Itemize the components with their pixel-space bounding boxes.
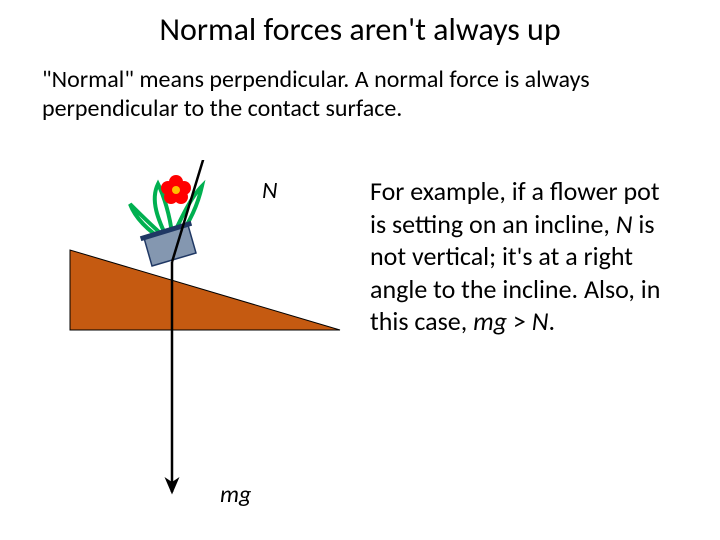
mg-label: mg: [220, 480, 251, 509]
body-post: .: [549, 305, 556, 337]
diagram-svg: [40, 160, 360, 520]
incline: [70, 250, 340, 330]
body-text: For example, if a flower pot is setting …: [370, 175, 675, 338]
body-mg: mg: [473, 305, 507, 337]
title: Normal forces aren't always up: [0, 10, 720, 49]
diagram: N mg: [40, 160, 360, 520]
slide: Normal forces aren't always up "Normal" …: [0, 0, 720, 540]
n-label: N: [262, 176, 277, 205]
body-n-1: N: [616, 208, 633, 240]
subtitle: "Normal" means perpendicular. A normal f…: [42, 66, 672, 124]
body-gt: >: [507, 305, 532, 337]
body-n-2: N: [532, 305, 549, 337]
flower-icon: [161, 175, 191, 204]
